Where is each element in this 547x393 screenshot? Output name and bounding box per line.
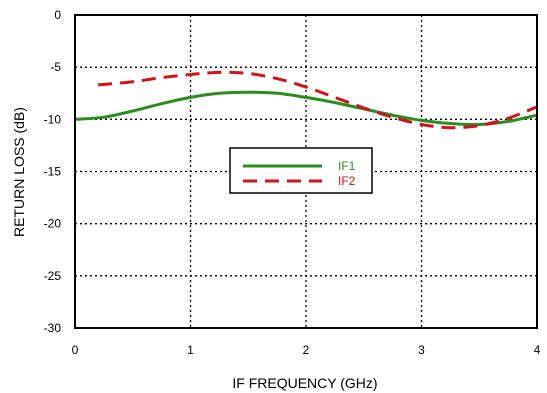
x-tick-label: 4	[534, 343, 541, 357]
legend-label-if1: IF1	[338, 159, 356, 173]
x-tick-label: 1	[187, 343, 194, 357]
series-line-if1	[74, 90, 538, 127]
series-line-if2	[97, 70, 538, 130]
y-tick-label: -10	[44, 112, 62, 126]
legend-box	[229, 147, 373, 194]
x-tick-label: 3	[418, 343, 425, 357]
x-tick-labels: 0 1 2 3 4	[72, 343, 541, 357]
x-tick-label: 2	[303, 343, 310, 357]
y-tick-label: -20	[44, 217, 62, 231]
y-tick-label: 0	[54, 8, 61, 22]
y-tick-label: -15	[44, 165, 62, 179]
y-axis-label: RETURN LOSS (dB)	[11, 107, 27, 237]
y-tick-label: -30	[44, 321, 62, 335]
legend: IF1 IF2	[229, 147, 373, 194]
legend-label-if2: IF2	[338, 174, 356, 188]
y-tick-label: -25	[44, 269, 62, 283]
plot-frame	[74, 14, 538, 329]
y-tick-labels: 0 -5 -10 -15 -20 -25 -30	[44, 8, 62, 335]
y-tick-label: -5	[50, 60, 61, 74]
plot-area	[74, 70, 538, 130]
x-tick-label: 0	[72, 343, 79, 357]
x-axis-label: IF FREQUENCY (GHz)	[232, 375, 377, 391]
